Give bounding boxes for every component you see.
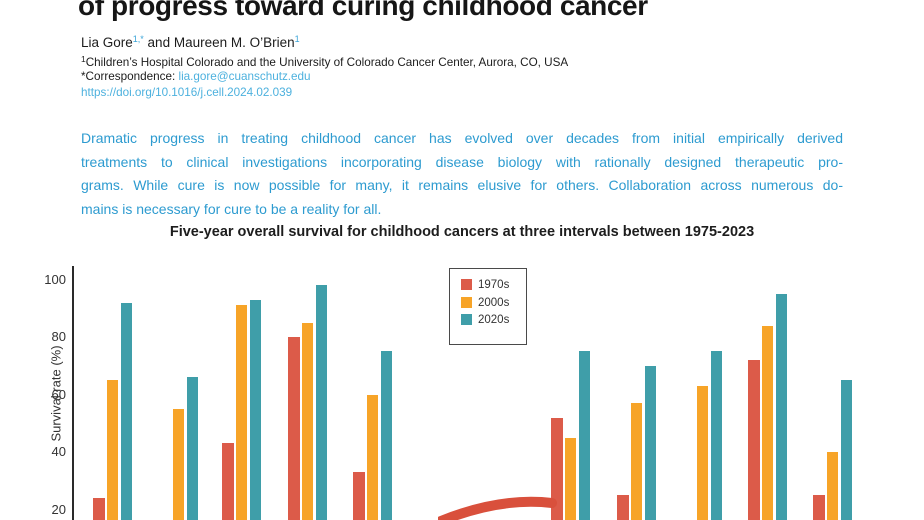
y-axis-tick-80: 80 xyxy=(51,329,66,344)
legend-swatch-2020s xyxy=(461,314,472,325)
bar-2000s-group-5 xyxy=(366,394,379,520)
article-title: of progress toward curing childhood canc… xyxy=(78,0,648,21)
doi-line: https://doi.org/10.1016/j.cell.2024.02.0… xyxy=(81,86,292,99)
legend-label-2020s: 2020s xyxy=(478,314,510,326)
bar-2000s-group-10 xyxy=(826,452,839,520)
bar-1970s-group-7 xyxy=(617,495,629,520)
legend-row-2020s: 2020s xyxy=(461,314,526,332)
bar-1970s-group-10 xyxy=(813,495,825,520)
abstract-line-2: treatments to clinical investigations in… xyxy=(81,153,843,170)
correspondence-line: *Correspondence: lia.gore@cuanschutz.edu xyxy=(81,70,311,83)
author-name-2: Maureen M. O’Brien xyxy=(173,35,295,50)
abstract-line-3: grams. While cure is now possible for ma… xyxy=(81,177,843,193)
bar-2020s-group-8 xyxy=(710,351,722,520)
legend-label-2000s: 2000s xyxy=(478,296,510,309)
bar-1970s-group-6 xyxy=(551,417,563,520)
chart-legend: 1970s 2000s 2020s xyxy=(449,268,527,345)
bar-2020s-group-2 xyxy=(186,377,198,520)
bar-1970s-group-9 xyxy=(748,360,760,520)
author-name-1: Lia Gore xyxy=(81,35,133,50)
bar-2020s-group-5 xyxy=(380,351,392,520)
abstract-line-1: Dramatic progress in treating childhood … xyxy=(81,130,843,146)
correspondence-email-link[interactable]: lia.gore@cuanschutz.edu xyxy=(178,70,311,83)
bar-2020s-group-6 xyxy=(578,351,590,520)
bar-2000s-group-1 xyxy=(106,380,119,520)
y-axis-tick-60: 60 xyxy=(51,386,66,402)
bar-2020s-group-10 xyxy=(840,380,852,520)
doi-link[interactable]: https://doi.org/10.1016/j.cell.2024.02.0… xyxy=(81,86,293,99)
author-joiner: and xyxy=(143,35,174,50)
legend-row-2000s: 2000s xyxy=(461,296,526,315)
correspondence-label: *Correspondence: xyxy=(81,70,179,83)
y-axis-tick-20: 20 xyxy=(51,501,66,517)
red-arrow-swoosh-path xyxy=(438,496,557,520)
abstract-line-4: mains is necessary for cure to be a real… xyxy=(81,200,382,217)
bar-1970s-group-4 xyxy=(288,337,300,520)
legend-row-1970s: 1970s xyxy=(461,279,526,297)
legend-label-1970s: 1970s xyxy=(478,279,510,291)
bar-2020s-group-1 xyxy=(120,302,132,520)
legend-swatch-2000s xyxy=(461,296,472,308)
bar-2000s-group-4 xyxy=(301,322,314,520)
bar-1970s-group-3 xyxy=(222,443,234,520)
affiliation-superscript: 1 xyxy=(81,54,86,64)
bar-2020s-group-3 xyxy=(249,299,261,520)
y-axis-tick-40: 40 xyxy=(51,444,66,459)
author-2-superscript: 1 xyxy=(294,34,300,44)
bar-2020s-group-4 xyxy=(315,285,327,520)
legend-swatch-1970s xyxy=(461,279,472,290)
affiliation-line: 1Children’s Hospital Colorado and the Un… xyxy=(81,54,568,69)
bar-2020s-group-9 xyxy=(775,293,787,520)
y-axis-tick-100: 100 xyxy=(44,271,66,287)
y-axis-line xyxy=(72,266,74,520)
chart-title: Five-year overall survival for childhood… xyxy=(169,224,755,240)
bar-2000s-group-8 xyxy=(696,385,709,520)
affiliation-text: Children’s Hospital Colorado and the Uni… xyxy=(85,56,569,69)
bar-2000s-group-6 xyxy=(564,437,577,520)
bar-1970s-group-1 xyxy=(93,498,105,520)
bar-1970s-group-5 xyxy=(353,472,365,520)
bar-2000s-group-2 xyxy=(172,408,185,520)
bar-2000s-group-9 xyxy=(761,325,774,520)
bar-2020s-group-7 xyxy=(644,365,656,520)
red-arrow-swoosh-annotation xyxy=(438,496,557,520)
author-1-superscript: 1,* xyxy=(132,34,144,44)
bar-2000s-group-3 xyxy=(235,305,248,520)
bar-2000s-group-7 xyxy=(630,403,643,520)
abstract-paragraph: Dramatic progress in treating childhood … xyxy=(81,127,843,221)
author-line: Lia Gore1,* and Maureen M. O’Brien1 xyxy=(81,34,300,50)
